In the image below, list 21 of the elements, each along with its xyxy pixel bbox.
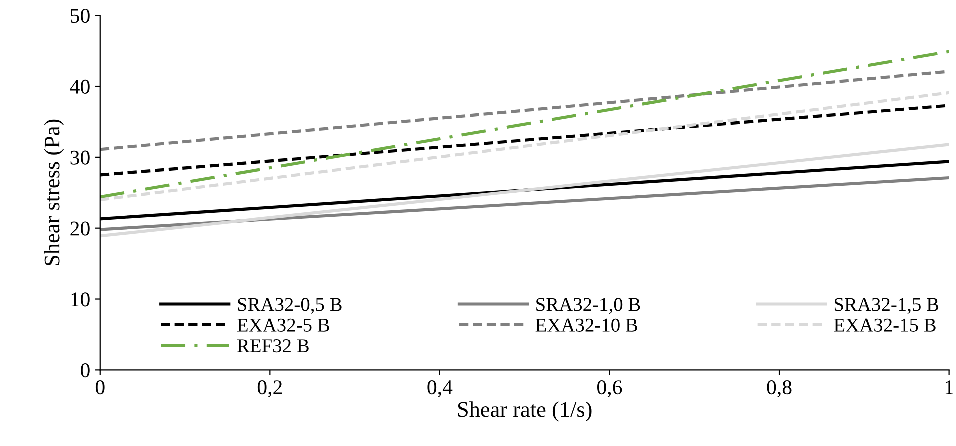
y-tick-label: 50 — [71, 8, 90, 24]
x-tick-label: 0,4 — [428, 380, 453, 398]
y-tick-label: 40 — [70, 80, 90, 94]
legend-label: SRA32-1,5 B — [834, 298, 939, 314]
x-tick-label: 0,6 — [598, 380, 622, 398]
y-axis-title: Shear stress (Pa) — [44, 120, 64, 266]
legend-label: EXA32-5 B — [237, 318, 330, 332]
y-tick-label: 30 — [70, 150, 90, 165]
legend-label: EXA32-10 B — [536, 318, 638, 332]
x-tick-label: 0,2 — [258, 380, 282, 398]
x-axis-title: Shear rate (1/s) — [458, 402, 592, 422]
x-tick-label: 1 — [946, 380, 954, 394]
legend-label: SRA32-1,0 B — [536, 298, 640, 314]
legend-label: SRA32-0,5 B — [238, 298, 342, 314]
y-tick-label: 20 — [70, 222, 90, 236]
x-tick-label: 0 — [96, 380, 105, 395]
x-tick-label: 0,8 — [767, 380, 792, 398]
y-tick-label: 0 — [81, 364, 90, 378]
legend-label: REF32 B — [237, 340, 309, 353]
y-tick-label: 10 — [72, 292, 90, 307]
legend-label: EXA32-15 B — [834, 318, 936, 332]
